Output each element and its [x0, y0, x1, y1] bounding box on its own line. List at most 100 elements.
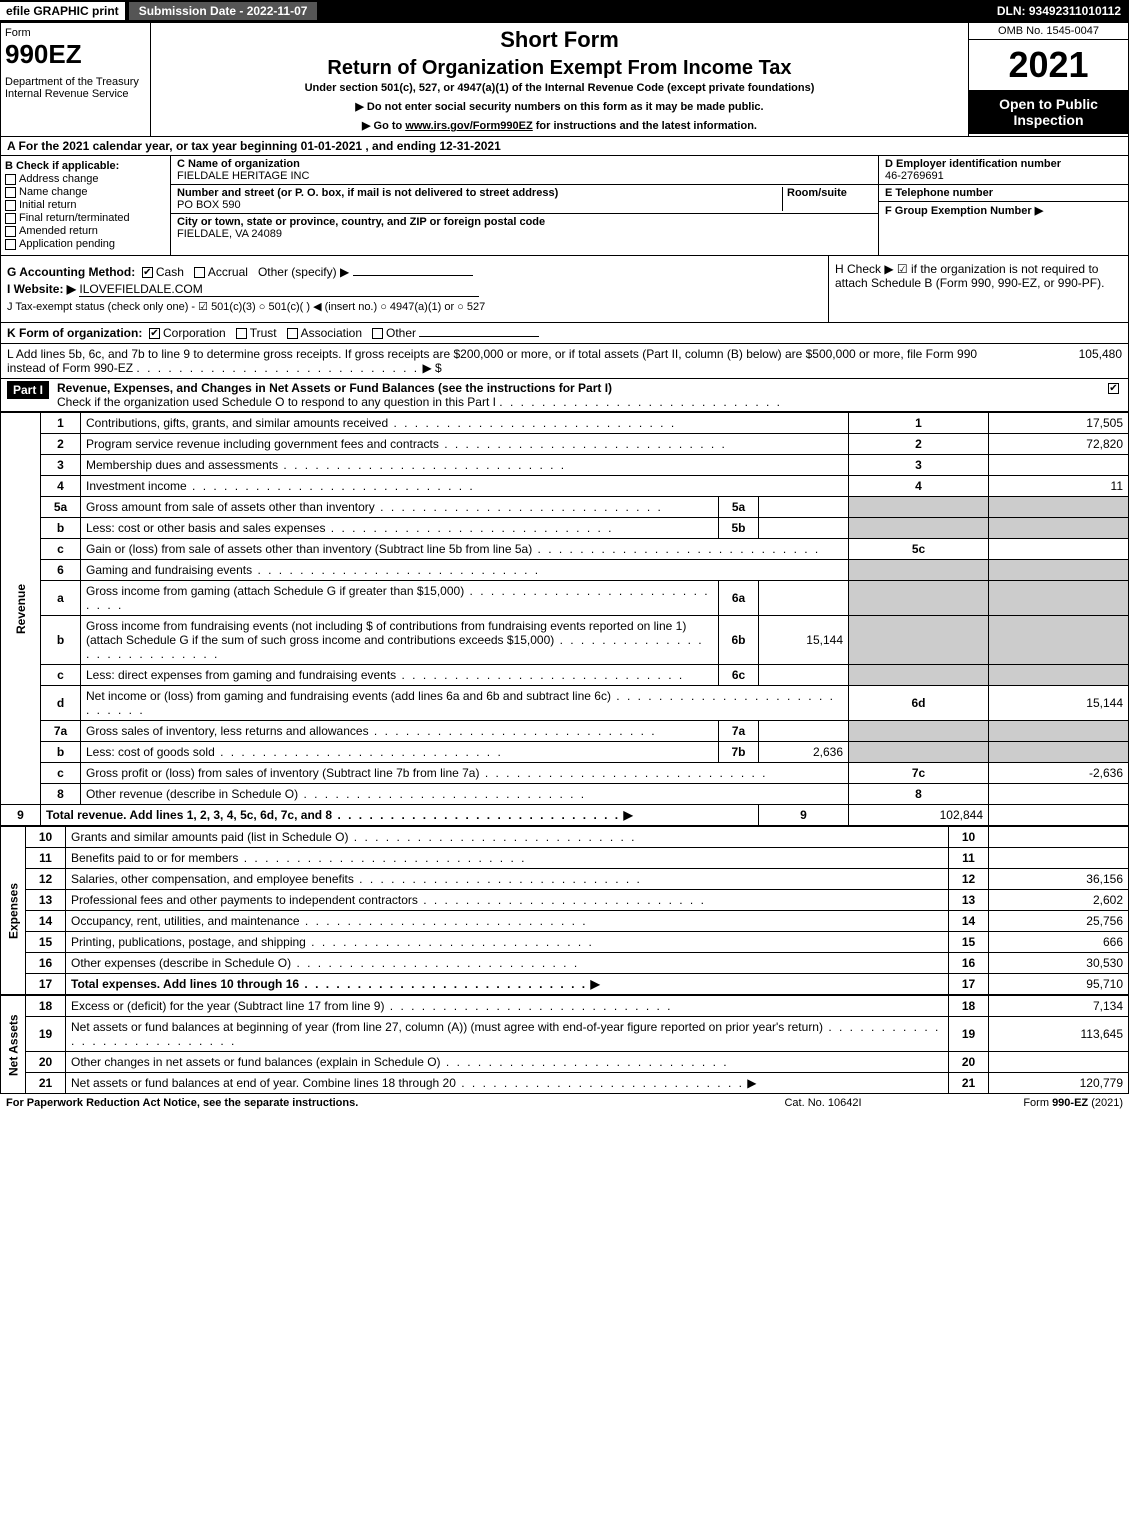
part1-checkbox[interactable]: [1108, 383, 1119, 394]
right-amount: [989, 518, 1129, 539]
line-desc: Gain or (loss) from sale of assets other…: [81, 539, 849, 560]
short-form-label: Short Form: [159, 27, 960, 53]
right-amount: [989, 581, 1129, 616]
line-number: 20: [26, 1052, 66, 1073]
line-number: 2: [41, 434, 81, 455]
line-desc: Grants and similar amounts paid (list in…: [66, 827, 949, 848]
line-row: aGross income from gaming (attach Schedu…: [1, 581, 1129, 616]
cb-initial-return[interactable]: Initial return: [5, 199, 166, 211]
line-number: 13: [26, 890, 66, 911]
row-j: J Tax-exempt status (check only one) - ☑…: [7, 300, 822, 313]
row-h: H Check ▶ ☑ if the organization is not r…: [828, 256, 1128, 322]
other-org-field[interactable]: [419, 336, 539, 337]
line-desc: Gross profit or (loss) from sales of inv…: [81, 763, 849, 784]
cb-corporation[interactable]: [149, 328, 160, 339]
line-number: 11: [26, 848, 66, 869]
cb-final-return[interactable]: Final return/terminated: [5, 212, 166, 224]
right-box: 14: [949, 911, 989, 932]
line-row: 12Salaries, other compensation, and empl…: [1, 869, 1129, 890]
city-label: City or town, state or province, country…: [177, 216, 545, 228]
right-box: [849, 616, 989, 665]
part1-title: Revenue, Expenses, and Changes in Net As…: [57, 381, 612, 395]
line-row: 19Net assets or fund balances at beginni…: [1, 1017, 1129, 1052]
cb-application-pending[interactable]: Application pending: [5, 238, 166, 250]
inspection-label: Open to Public Inspection: [969, 90, 1128, 134]
form-label: Form: [5, 27, 146, 39]
line-desc: Benefits paid to or for members: [66, 848, 949, 869]
netassets-label: Net Assets: [1, 996, 26, 1094]
form-header: Form 990EZ Department of the Treasury In…: [0, 22, 1129, 137]
line-desc: Other expenses (describe in Schedule O): [66, 953, 949, 974]
line-row: dNet income or (loss) from gaming and fu…: [1, 686, 1129, 721]
part1-header: Part I Revenue, Expenses, and Changes in…: [0, 379, 1129, 412]
right-amount: [989, 560, 1129, 581]
cb-association[interactable]: [287, 328, 298, 339]
line-row: 5aGross amount from sale of assets other…: [1, 497, 1129, 518]
line-desc: Gaming and fundraising events: [81, 560, 849, 581]
phone-label: E Telephone number: [885, 187, 993, 199]
right-amount: 113,645: [989, 1017, 1129, 1052]
right-box: [849, 721, 989, 742]
room-label: Room/suite: [787, 187, 847, 199]
cb-trust[interactable]: [236, 328, 247, 339]
line-row: 18Excess or (deficit) for the year (Subt…: [1, 996, 1129, 1017]
inner-box-value: [759, 581, 849, 616]
line-desc: Excess or (deficit) for the year (Subtra…: [66, 996, 949, 1017]
block-bcdef: B Check if applicable: Address change Na…: [0, 156, 1129, 256]
efile-label[interactable]: efile GRAPHIC print: [0, 2, 125, 20]
right-box: [849, 742, 989, 763]
ein-label: D Employer identification number: [885, 158, 1061, 170]
right-box: 9: [759, 805, 849, 826]
right-amount: 30,530: [989, 953, 1129, 974]
inner-box-value: 15,144: [759, 616, 849, 665]
line-number: d: [41, 686, 81, 721]
line-desc: Gross amount from sale of assets other t…: [81, 497, 719, 518]
line-number: 4: [41, 476, 81, 497]
addr-label: Number and street (or P. O. box, if mail…: [177, 187, 558, 199]
inner-box-label: 7a: [719, 721, 759, 742]
line-row: cLess: direct expenses from gaming and f…: [1, 665, 1129, 686]
cb-name-change[interactable]: Name change: [5, 186, 166, 198]
right-box: [849, 518, 989, 539]
line-desc: Investment income: [81, 476, 849, 497]
right-box: 7c: [849, 763, 989, 784]
line-row: 10Grants and similar amounts paid (list …: [1, 827, 1129, 848]
right-box: 4: [849, 476, 989, 497]
irs-link[interactable]: www.irs.gov/Form990EZ: [405, 120, 532, 132]
line-row: 3Membership dues and assessments3: [1, 455, 1129, 476]
right-amount: 36,156: [989, 869, 1129, 890]
line-desc: Gross income from gaming (attach Schedul…: [81, 581, 719, 616]
right-box: 10: [949, 827, 989, 848]
inner-box-label: 5b: [719, 518, 759, 539]
col-c: C Name of organization FIELDALE HERITAGE…: [171, 156, 878, 255]
line-desc: Net assets or fund balances at end of ye…: [66, 1073, 949, 1094]
right-box: 3: [849, 455, 989, 476]
line-number: 10: [26, 827, 66, 848]
cb-amended-return[interactable]: Amended return: [5, 225, 166, 237]
line-desc: Professional fees and other payments to …: [66, 890, 949, 911]
line-row: 13Professional fees and other payments t…: [1, 890, 1129, 911]
line-desc: Less: direct expenses from gaming and fu…: [81, 665, 719, 686]
right-box: 21: [949, 1073, 989, 1094]
cb-accrual[interactable]: [194, 267, 205, 278]
right-box: 1: [849, 413, 989, 434]
right-box: 19: [949, 1017, 989, 1052]
right-amount: 102,844: [849, 805, 989, 826]
cb-other-org[interactable]: [372, 328, 383, 339]
line-number: 1: [41, 413, 81, 434]
expenses-table: Expenses 10Grants and similar amounts pa…: [0, 826, 1129, 995]
line-row: 21Net assets or fund balances at end of …: [1, 1073, 1129, 1094]
line-row: 1Contributions, gifts, grants, and simil…: [1, 413, 1129, 434]
cb-cash[interactable]: [142, 267, 153, 278]
other-specify-field[interactable]: [353, 275, 473, 276]
line-number: 21: [26, 1073, 66, 1094]
url-note: ▶ Go to www.irs.gov/Form990EZ for instru…: [159, 119, 960, 132]
form-subtitle: Under section 501(c), 527, or 4947(a)(1)…: [159, 82, 960, 94]
line-desc: Less: cost of goods sold: [81, 742, 719, 763]
cb-address-change[interactable]: Address change: [5, 173, 166, 185]
right-amount: 25,756: [989, 911, 1129, 932]
row-i: I Website: ▶ ILOVEFIELDALE.COM: [7, 282, 822, 297]
row-k: K Form of organization: Corporation Trus…: [0, 323, 1129, 344]
line-number: b: [41, 616, 81, 665]
inner-box-label: 6b: [719, 616, 759, 665]
